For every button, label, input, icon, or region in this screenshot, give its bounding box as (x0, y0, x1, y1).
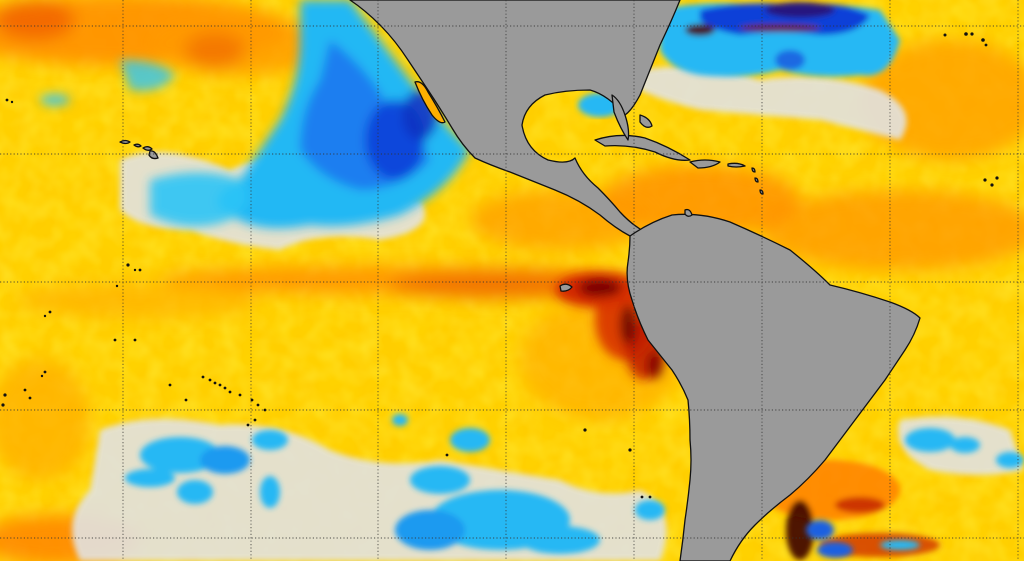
galapagos-islands (559, 283, 573, 292)
hawaiian-islands (119, 139, 159, 160)
florida (611, 94, 630, 141)
north-and-central-america (349, 0, 681, 238)
northeast-pacific-cool-patch (40, 0, 470, 229)
south-america (626, 213, 921, 561)
trinidad (684, 208, 693, 217)
land-masses (119, 0, 921, 561)
baja-california (414, 81, 446, 124)
cuba (594, 134, 691, 161)
hispaniola (689, 159, 721, 169)
cool-anomalies (40, 0, 1024, 558)
pacific-atolls (1, 32, 999, 499)
lesser-antilles (751, 167, 764, 195)
bahamas (639, 114, 653, 128)
gulf-stream-cool-region (660, 2, 900, 77)
puerto-rico (727, 162, 746, 168)
south-pacific-cool-patches (125, 414, 1024, 558)
